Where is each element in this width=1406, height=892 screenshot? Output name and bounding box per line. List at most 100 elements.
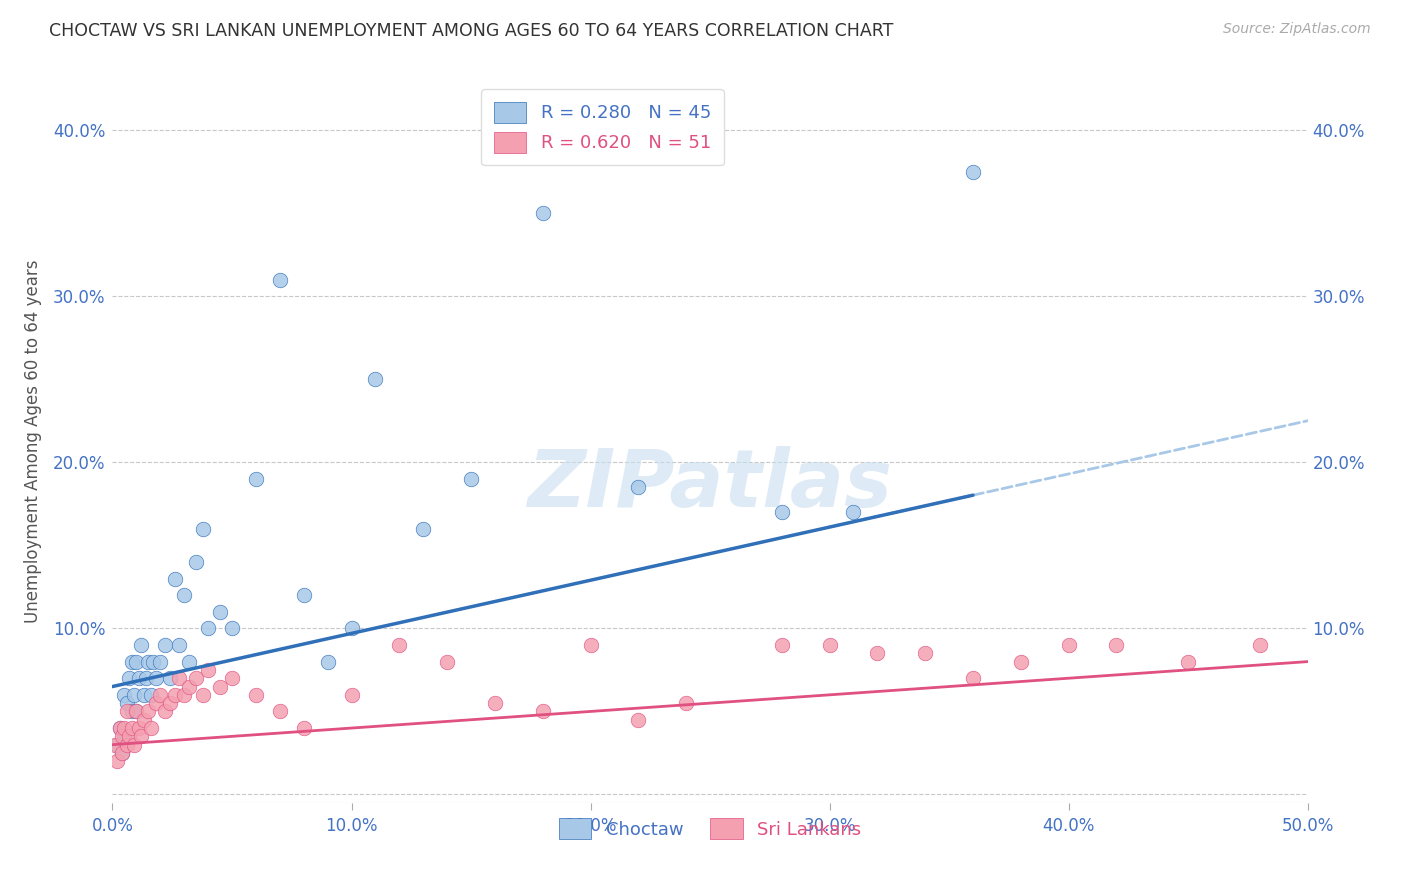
Point	[159, 671, 181, 685]
Point	[209, 605, 232, 619]
Point	[108, 721, 131, 735]
Point	[142, 655, 165, 669]
Point	[531, 206, 554, 220]
Y-axis label: Unemployment Among Ages 60 to 64 years: Unemployment Among Ages 60 to 64 years	[24, 260, 42, 624]
Text: Source: ZipAtlas.com: Source: ZipAtlas.com	[1223, 22, 1371, 37]
Point	[122, 738, 145, 752]
Point	[1105, 638, 1128, 652]
Point	[364, 372, 387, 386]
Point	[139, 688, 162, 702]
Point	[1057, 638, 1080, 652]
Point	[104, 738, 127, 752]
Point	[149, 688, 172, 702]
Point	[579, 638, 602, 652]
Point	[129, 730, 152, 744]
Legend: Choctaw, Sri Lankans: Choctaw, Sri Lankans	[550, 809, 870, 848]
Text: ZIPatlas: ZIPatlas	[527, 446, 893, 524]
Point	[114, 721, 135, 735]
Point	[818, 638, 841, 652]
Point	[138, 655, 160, 669]
Point	[245, 688, 267, 702]
Point	[1010, 655, 1032, 669]
Point	[866, 646, 889, 660]
Point	[153, 705, 176, 719]
Point	[1249, 638, 1271, 652]
Point	[135, 671, 157, 685]
Point	[1177, 655, 1199, 669]
Point	[115, 696, 138, 710]
Point	[132, 713, 155, 727]
Point	[292, 721, 315, 735]
Point	[316, 655, 339, 669]
Point	[145, 671, 167, 685]
Point	[132, 688, 155, 702]
Point	[159, 696, 181, 710]
Point	[186, 671, 208, 685]
Point	[269, 705, 291, 719]
Point	[118, 671, 141, 685]
Point	[139, 721, 162, 735]
Point	[125, 655, 148, 669]
Point	[177, 680, 200, 694]
Point	[122, 688, 145, 702]
Point	[436, 655, 458, 669]
Point	[193, 688, 215, 702]
Point	[173, 688, 195, 702]
Point	[388, 638, 411, 652]
Point	[193, 522, 215, 536]
Point	[962, 671, 984, 685]
Point	[675, 696, 697, 710]
Point	[209, 680, 232, 694]
Point	[145, 696, 167, 710]
Point	[221, 621, 243, 635]
Point	[221, 671, 243, 685]
Point	[115, 738, 138, 752]
Point	[340, 688, 363, 702]
Point	[292, 588, 315, 602]
Point	[173, 588, 195, 602]
Point	[627, 713, 650, 727]
Point	[186, 555, 208, 569]
Point	[460, 472, 482, 486]
Point	[129, 638, 152, 652]
Point	[121, 705, 143, 719]
Point	[111, 730, 134, 744]
Point	[842, 505, 865, 519]
Point	[105, 738, 128, 752]
Point	[111, 746, 134, 760]
Point	[125, 705, 148, 719]
Point	[149, 655, 172, 669]
Point	[245, 472, 267, 486]
Point	[770, 638, 793, 652]
Text: CHOCTAW VS SRI LANKAN UNEMPLOYMENT AMONG AGES 60 TO 64 YEARS CORRELATION CHART: CHOCTAW VS SRI LANKAN UNEMPLOYMENT AMONG…	[49, 22, 894, 40]
Point	[108, 721, 131, 735]
Point	[197, 663, 219, 677]
Point	[412, 522, 434, 536]
Point	[121, 721, 143, 735]
Point	[121, 655, 143, 669]
Point	[269, 272, 291, 286]
Point	[111, 746, 134, 760]
Point	[153, 638, 176, 652]
Point	[105, 754, 128, 768]
Point	[962, 164, 984, 178]
Point	[627, 480, 650, 494]
Point	[531, 705, 554, 719]
Point	[163, 688, 186, 702]
Point	[128, 721, 150, 735]
Point	[914, 646, 936, 660]
Point	[484, 696, 506, 710]
Point	[169, 638, 191, 652]
Point	[118, 730, 141, 744]
Point	[128, 671, 150, 685]
Point	[197, 621, 219, 635]
Point	[125, 705, 148, 719]
Point	[340, 621, 363, 635]
Point	[177, 655, 200, 669]
Point	[114, 688, 135, 702]
Point	[163, 572, 186, 586]
Point	[169, 671, 191, 685]
Point	[770, 505, 793, 519]
Point	[114, 730, 135, 744]
Point	[138, 705, 160, 719]
